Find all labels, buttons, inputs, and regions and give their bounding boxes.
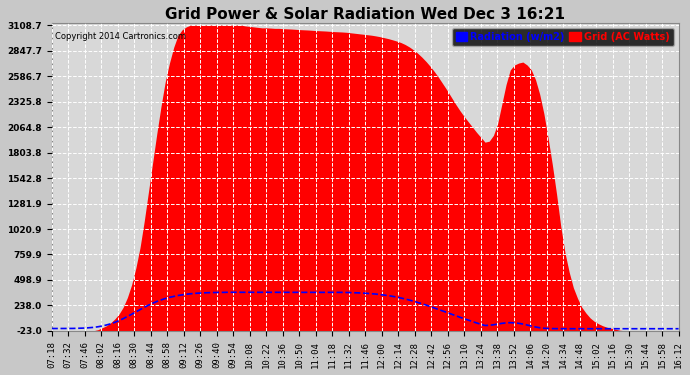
Legend: Radiation (w/m2), Grid (AC Watts): Radiation (w/m2), Grid (AC Watts): [452, 28, 673, 46]
Text: Copyright 2014 Cartronics.com: Copyright 2014 Cartronics.com: [55, 32, 186, 41]
Title: Grid Power & Solar Radiation Wed Dec 3 16:21: Grid Power & Solar Radiation Wed Dec 3 1…: [165, 7, 565, 22]
